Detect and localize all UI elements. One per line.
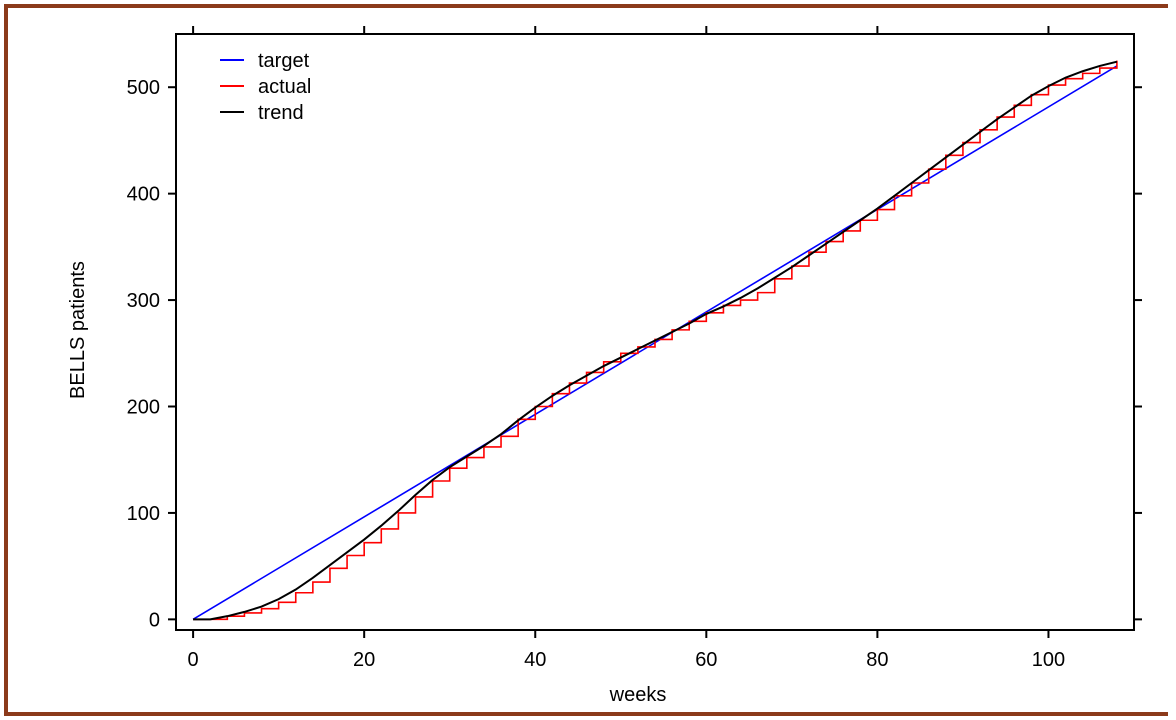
x-tick-label: 0 — [188, 649, 199, 671]
y-tick-label: 200 — [127, 397, 160, 419]
x-tick-label: 80 — [866, 649, 888, 671]
y-axis-title: BELLS patients — [67, 261, 89, 399]
line-chart: 0 100 200 300 400 500 0 20 40 60 80 100 weeks BELL… — [67, 26, 1142, 706]
plot-area — [175, 33, 1135, 631]
legend-label-trend: trend — [258, 102, 304, 124]
legend: target actual trend — [220, 50, 311, 124]
x-tick-label: 60 — [695, 649, 717, 671]
y-tick-label: 100 — [127, 503, 160, 525]
legend-label-actual: actual — [258, 76, 311, 98]
x-axis-ticks: 0 20 40 60 80 100 — [188, 26, 1065, 671]
legend-label-target: target — [258, 50, 310, 72]
series-trend-line — [193, 60, 1118, 621]
y-tick-label: 500 — [127, 77, 160, 99]
x-tick-label: 100 — [1032, 649, 1065, 671]
series-layer — [192, 60, 1118, 621]
x-axis-title: weeks — [609, 684, 667, 706]
chart-frame: 0 100 200 300 400 500 0 20 40 60 80 100 weeks BELL… — [4, 4, 1168, 716]
y-tick-label: 400 — [127, 184, 160, 206]
x-tick-label: 20 — [353, 649, 375, 671]
y-axis-ticks: 0 100 200 300 400 500 — [127, 77, 1142, 631]
y-tick-label: 300 — [127, 290, 160, 312]
y-tick-label: 0 — [149, 609, 160, 631]
x-tick-label: 40 — [524, 649, 546, 671]
